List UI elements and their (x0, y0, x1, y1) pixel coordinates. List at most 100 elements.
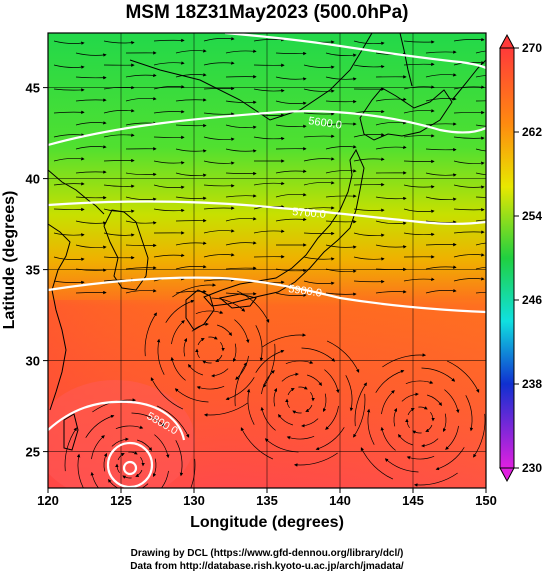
streamline (203, 160, 235, 165)
streamline (275, 292, 307, 298)
streamline (453, 136, 485, 140)
streamline-swirl (233, 343, 237, 363)
streamline-swirl (360, 447, 394, 480)
streamline-swirl (292, 410, 302, 414)
streamline (275, 217, 307, 222)
streamline-swirl (246, 388, 255, 425)
streamline (203, 206, 235, 210)
streamline (53, 280, 85, 285)
y-tick-label: 25 (26, 445, 40, 460)
contour-5900-top (224, 33, 486, 69)
streamline (325, 145, 357, 150)
streamline-swirl (421, 438, 439, 448)
streamline-swirl (165, 299, 195, 323)
streamline (325, 122, 357, 126)
plot-title: MSM 18Z31May2023 (500.0hPa) (125, 2, 408, 23)
contour-5900-upper (48, 400, 186, 441)
streamline (425, 220, 457, 225)
colorbar-tick-label: 262 (522, 125, 542, 139)
streamline (125, 288, 157, 294)
coastlines (48, 33, 486, 451)
streamline (325, 244, 357, 249)
contour-5900-closed (106, 441, 154, 488)
coastline-china (48, 169, 105, 411)
streamline (403, 159, 435, 164)
streamline-swirl (203, 402, 248, 417)
streamline (203, 253, 235, 258)
streamline (203, 136, 235, 141)
streamline (453, 253, 485, 258)
streamline (453, 160, 485, 165)
streamline-swirl (260, 406, 276, 431)
streamline-swirl (135, 469, 143, 477)
colorbar-tick-label: 254 (522, 209, 542, 223)
streamline (325, 194, 357, 198)
streamline-swirl (174, 388, 209, 403)
streamline (475, 172, 486, 176)
streamline (325, 268, 357, 273)
streamline (425, 265, 457, 270)
streamline-swirl (183, 337, 187, 357)
streamline (353, 157, 385, 162)
colorbar-body (499, 47, 515, 469)
streamline (475, 291, 486, 294)
streamline-swirl (444, 389, 460, 414)
streamline-swirl (382, 353, 427, 368)
streamline-swirl (425, 424, 433, 432)
streamline-swirl (445, 425, 459, 450)
streamline-swirl (473, 413, 486, 458)
x-tick-label: 125 (110, 493, 132, 508)
streamline-swirl (407, 408, 415, 416)
streamline-swirl (156, 338, 165, 375)
streamline (253, 88, 285, 93)
streamline (153, 109, 185, 114)
streamline (125, 172, 157, 177)
streamline-swirl (305, 404, 313, 412)
streamline (403, 184, 435, 189)
coastline-korea (103, 209, 149, 291)
streamline-swirl (323, 393, 327, 413)
streamline-swirl (393, 407, 397, 427)
plot-area: 5600.0 5700.0 5800.0 5900.0 (48, 33, 486, 488)
streamline (275, 76, 307, 81)
streamline-swirl (405, 380, 434, 384)
streamline-swirl (171, 320, 185, 345)
streamline (453, 37, 485, 42)
streamline (375, 120, 407, 126)
streamline (153, 61, 185, 66)
streamline (453, 230, 485, 234)
streamline (125, 196, 157, 202)
streamline (275, 124, 307, 129)
coastline-sakhalin (399, 33, 413, 87)
streamline (203, 184, 235, 188)
streamline-swirl (366, 408, 375, 445)
streamline (53, 156, 85, 162)
streamline-swirl (354, 382, 367, 427)
streamline (225, 124, 257, 130)
streamline (353, 64, 385, 69)
streamline (125, 220, 157, 225)
streamline-swirl (443, 413, 447, 433)
streamline (225, 171, 257, 176)
streamline-swirl (273, 387, 277, 407)
streamline-swirl (131, 412, 166, 427)
streamline (403, 232, 435, 237)
streamline (453, 110, 485, 115)
streamline-swirl (170, 356, 186, 381)
streamline (175, 148, 207, 153)
streamline-swirl (91, 435, 105, 460)
colorbar-ticks: 230 238 246 254 262 270 (514, 41, 542, 475)
colorbar-tick-label: 230 (522, 461, 542, 475)
streamline (225, 266, 257, 270)
colorbar-top-arrow (499, 33, 515, 49)
streamline (75, 195, 107, 200)
streamline-swirl (353, 393, 366, 438)
streamline (325, 52, 357, 58)
streamline-swirl (255, 349, 285, 373)
streamline-swirl (115, 463, 120, 474)
x-tick-label: 150 (475, 493, 497, 508)
streamline-swirl (216, 324, 232, 337)
streamline (53, 110, 85, 114)
streamline-swirl (345, 375, 354, 412)
streamline (175, 73, 207, 78)
